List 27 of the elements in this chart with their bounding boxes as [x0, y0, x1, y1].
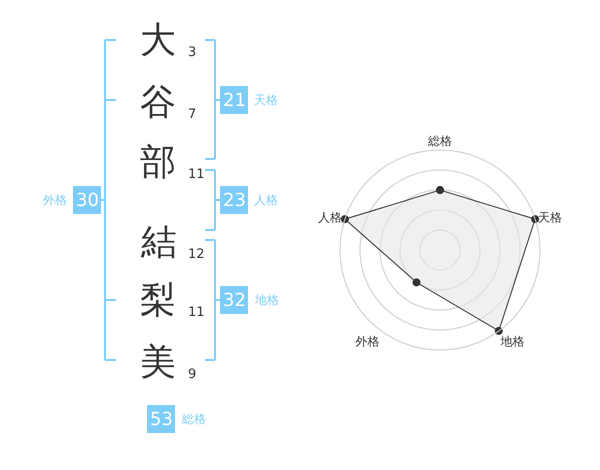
text: 9 — [188, 367, 196, 382]
category-label: 大 — [140, 20, 176, 61]
spoke-label: 外格 — [356, 334, 380, 348]
spoke-label: 総格 — [427, 134, 452, 148]
text: 3 — [188, 45, 196, 60]
text: 天格 — [254, 93, 278, 107]
category-label: 谷 — [140, 82, 176, 123]
spoke-label: 人格 — [318, 210, 342, 224]
category-label: 美 — [140, 342, 176, 383]
text: 53 — [150, 409, 173, 430]
text: 32 — [223, 290, 246, 311]
text: 人格 — [254, 193, 278, 207]
text: 21 — [223, 90, 246, 111]
text: 23 — [223, 190, 246, 211]
text: 地格 — [254, 293, 279, 307]
text: 11 — [188, 167, 205, 182]
category-label: 梨 — [140, 280, 176, 321]
text: 7 — [188, 107, 196, 122]
text: 外格 — [43, 193, 67, 207]
category-label: 部 — [140, 142, 176, 183]
category-label: 結 — [140, 222, 177, 263]
spoke-label: 天格 — [538, 210, 562, 224]
text: 30 — [76, 190, 99, 211]
spoke-label: 地格 — [499, 334, 524, 348]
text: 11 — [188, 305, 205, 320]
text: 総格 — [181, 412, 206, 426]
text: 12 — [188, 247, 205, 262]
